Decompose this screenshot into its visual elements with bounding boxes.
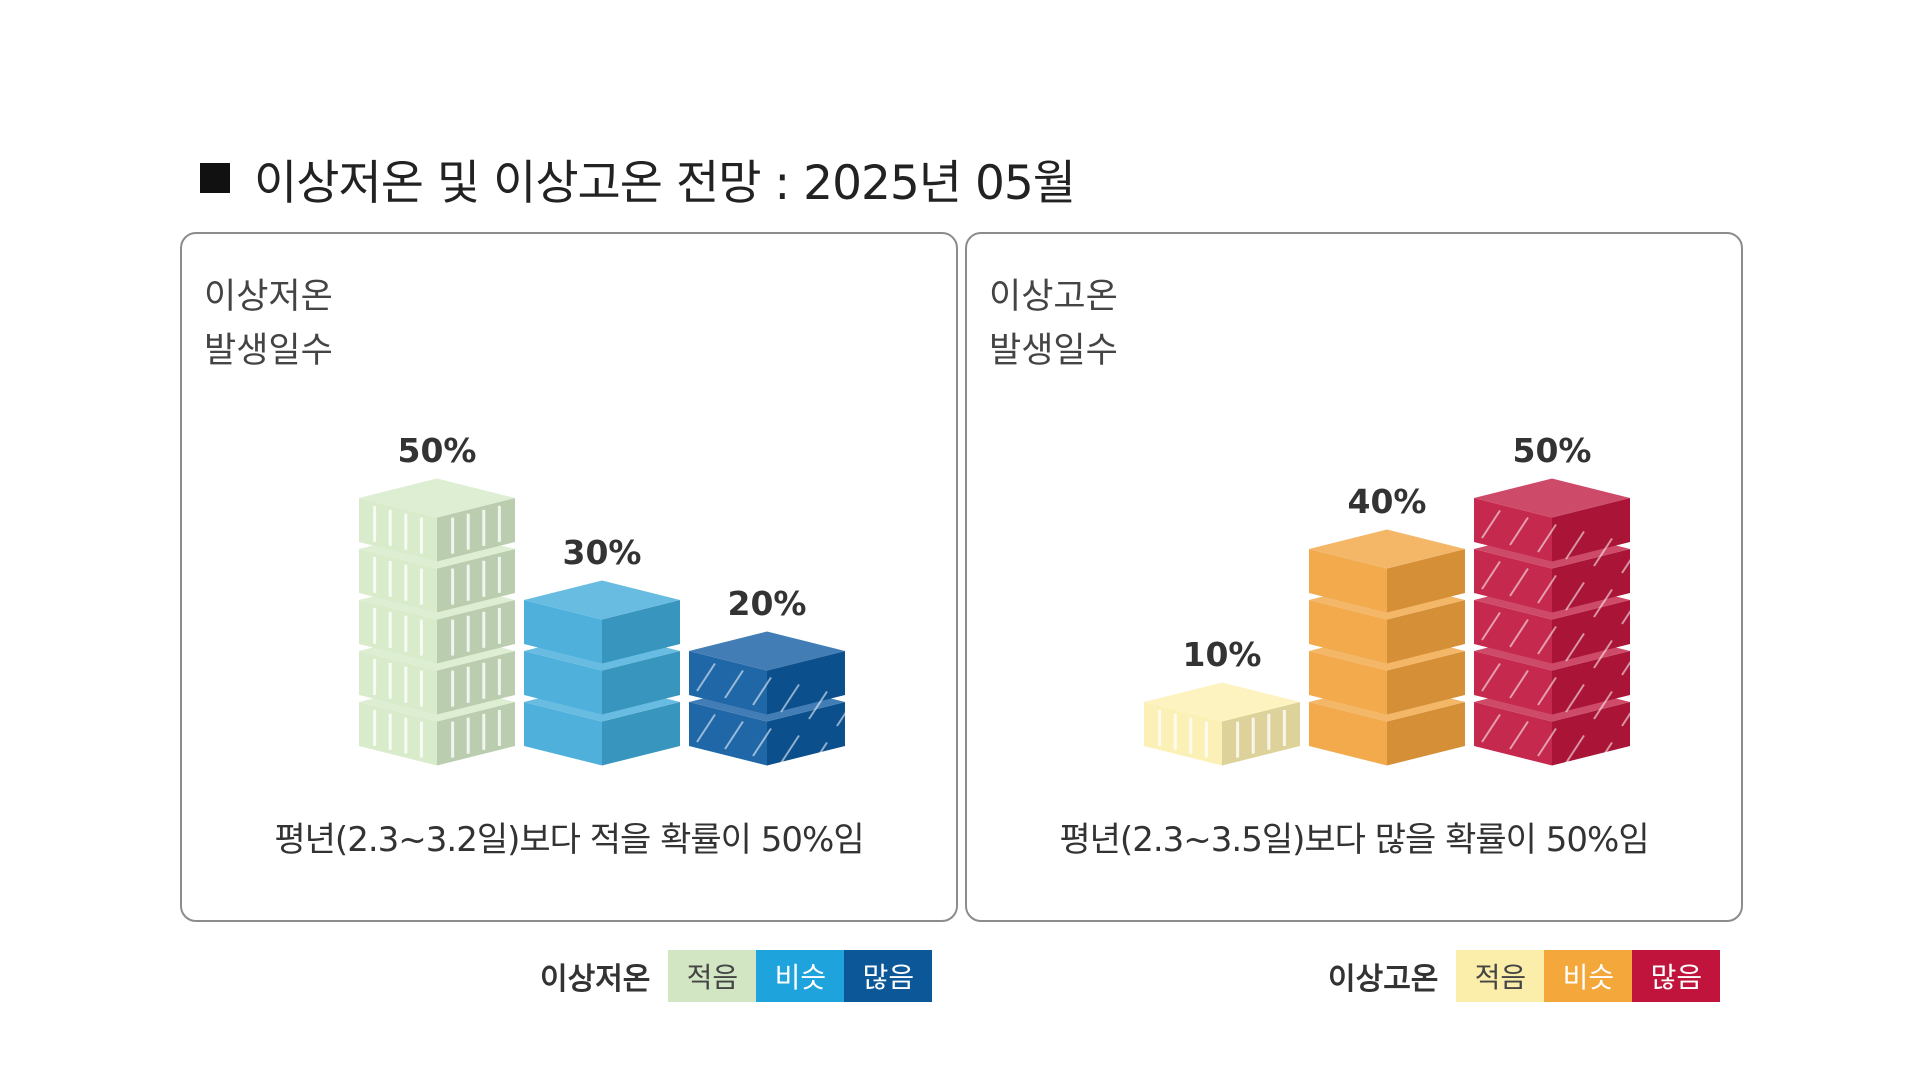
bar-block (1309, 529, 1465, 613)
panel-caption: 평년(2.3~3.5일)보다 많을 확률이 50%임 (1059, 820, 1649, 860)
bar-비슷 (1309, 529, 1465, 766)
heat-chart: 10% 40% 50% (1144, 431, 1641, 778)
title-square-bullet (200, 163, 230, 193)
legend-title: 이상저온 (540, 962, 651, 997)
panel-label: 이상고온 발생일수 (989, 270, 1118, 378)
legend-swatch-low: 적음 (1456, 950, 1545, 1002)
bar-block (524, 580, 680, 664)
legend-title: 이상고온 (1328, 962, 1439, 997)
page-title: 이상저온 및 이상고온 전망 : 2025년 05월 (200, 146, 1076, 211)
heat-legend: 이상고온 적음 비슷 많음 (1328, 950, 1721, 1002)
cold-panel: 이상저온 발생일수 50% 30% 20% 평년(2.3~3.2일)보다 적을 확률… (180, 232, 958, 922)
heat-panel: 이상고온 발생일수 10% 40% 50% 평년(2.3~3.5일)보다 많을 확률… (965, 232, 1743, 922)
bar-비슷 (524, 580, 680, 766)
bar-많음 (689, 631, 856, 778)
bar-value-label: 40% (1348, 482, 1427, 521)
panel-label: 이상저온 발생일수 (204, 270, 333, 378)
panel-label-line2: 발생일수 (989, 331, 1118, 371)
bar-block (359, 580, 515, 664)
bar-block (1144, 682, 1300, 766)
bar-적음 (359, 478, 515, 766)
legend-swatch-similar: 비슷 (756, 950, 845, 1002)
cold-legend: 이상저온 적음 비슷 많음 (540, 950, 933, 1002)
legend-swatch-high: 많음 (1632, 950, 1721, 1002)
bar-block (1309, 631, 1465, 715)
bar-block (1474, 478, 1641, 574)
bar-value-label: 50% (398, 431, 477, 470)
bar-block (689, 631, 856, 727)
bar-value-label: 50% (1513, 431, 1592, 470)
bar-block (359, 478, 515, 562)
panel-label-line1: 이상고온 (989, 277, 1118, 317)
legend-swatch-high: 많음 (844, 950, 933, 1002)
legend-swatch-low: 적음 (668, 950, 757, 1002)
cold-chart: 50% 30% 20% (359, 431, 856, 778)
panel-label-line2: 발생일수 (204, 331, 333, 371)
bar-value-label: 20% (728, 584, 807, 623)
bar-적음 (1144, 682, 1300, 766)
bar-많음 (1474, 478, 1641, 778)
panel-label-line1: 이상저온 (204, 277, 333, 317)
legend-swatch-similar: 비슷 (1544, 950, 1633, 1002)
bar-value-label: 30% (563, 533, 642, 572)
panel-caption: 평년(2.3~3.2일)보다 적을 확률이 50%임 (274, 820, 864, 860)
title-text: 이상저온 및 이상고온 전망 : 2025년 05월 (254, 155, 1076, 211)
bar-value-label: 10% (1183, 635, 1262, 674)
